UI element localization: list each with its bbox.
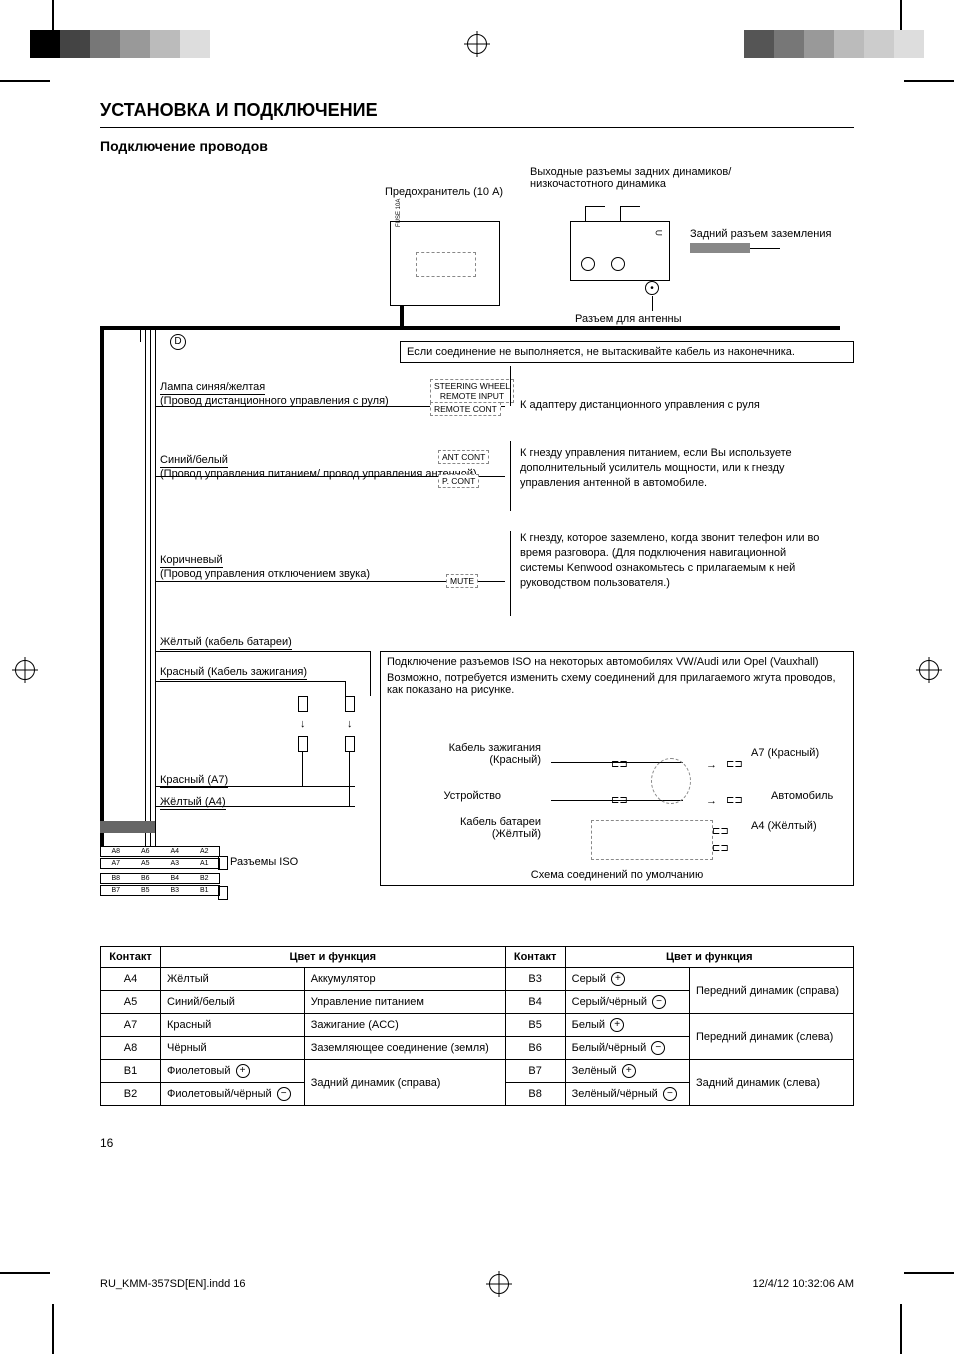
wire-mute-desc: (Провод управления отключением звука) <box>160 568 370 580</box>
iso-default-label: Схема соединений по умолчанию <box>381 869 853 881</box>
wire-yellow-batt: Жёлтый (кабель батареи) <box>160 636 292 650</box>
registration-mark <box>919 660 939 680</box>
mute-right-desc: К гнезду, которое заземлено, когда звони… <box>520 531 830 590</box>
pin-table: Контакт Цвет и функция Контакт Цвет и фу… <box>100 946 854 1106</box>
wiring-diagram: FUSE 10A Предохранитель (10 A) ⊂ Выходны… <box>100 166 854 926</box>
tag-remote: REMOTE CONT <box>430 402 501 416</box>
antenna-label: Разъем для антенны <box>575 313 682 325</box>
registration-mark <box>467 34 487 54</box>
page-number: 16 <box>100 1136 854 1150</box>
rear-output-label: Выходные разъемы задних динамиков/ низко… <box>530 166 790 190</box>
ground-terminal <box>690 243 750 253</box>
iso-batt-label: Кабель батареи (Жёлтый) <box>411 816 541 840</box>
source-file: RU_KMM-357SD[EN].indd 16 <box>100 1278 246 1290</box>
remote-right-desc: К адаптеру дистанционного управления с р… <box>520 398 830 413</box>
wire-red-a7: Красный (A7) <box>160 774 228 788</box>
iso-connector: A8A6A4A2 A7A5A3A1 B8B6B4B2 B7B5B3B1 <box>100 846 220 897</box>
wire-remote-desc: (Провод дистанционного управления с руля… <box>160 395 389 407</box>
tag-mute: MUTE <box>446 574 478 588</box>
wire-remote-color: Лампа синяя/желтая <box>160 381 265 395</box>
section-subtitle: Подключение проводов <box>100 138 854 154</box>
iso-unit-label: Устройство <box>411 790 501 802</box>
iso-connector-label: Разъемы ISO <box>230 856 298 868</box>
wire-pcont-color: Синий/белый <box>160 454 228 468</box>
antenna-socket <box>645 281 659 295</box>
footer-imprint: RU_KMM-357SD[EN].indd 16 12/4/12 10:32:0… <box>0 1274 954 1294</box>
registration-mark <box>489 1274 509 1294</box>
iso-a4-label: A4 (Жёлтый) <box>751 820 817 832</box>
print-timestamp: 12/4/12 10:32:06 AM <box>752 1278 854 1290</box>
tag-ant: ANT CONT <box>438 450 489 464</box>
page-title: УСТАНОВКА И ПОДКЛЮЧЕНИЕ <box>100 100 854 128</box>
iso-a7-label: A7 (Красный) <box>751 747 819 759</box>
tag-pcont: P. CONT <box>438 474 479 488</box>
marker-d: D <box>170 334 186 350</box>
wire-pcont-desc: (Провод управления питанием/ провод упра… <box>160 468 477 480</box>
wire-yellow-a4: Жёлтый (A4) <box>160 796 226 810</box>
iso-car-label: Автомобиль <box>771 790 833 802</box>
iso-box-title: Подключение разъемов ISO на некоторых ав… <box>387 656 847 668</box>
wire-red-ign: Красный (Кабель зажигания) <box>160 666 307 680</box>
wire-mute-color: Коричневый <box>160 554 223 568</box>
tag-steering: STEERING WHEEL REMOTE INPUT <box>430 379 514 403</box>
registration-mark <box>15 660 35 680</box>
print-color-bars <box>0 30 954 58</box>
pcont-right-desc: К гнезду управления питанием, если Вы ис… <box>520 446 830 491</box>
fuse-label: Предохранитель (10 A) <box>385 186 503 198</box>
rear-ground-label: Задний разъем заземления <box>690 228 831 240</box>
rear-panel: ⊂ <box>570 221 670 281</box>
iso-ign-label: Кабель зажигания (Красный) <box>411 742 541 766</box>
no-connection-note: Если соединение не выполняется, не вытас… <box>400 341 854 363</box>
iso-box-body: Возможно, потребуется изменить схему сое… <box>387 672 847 696</box>
